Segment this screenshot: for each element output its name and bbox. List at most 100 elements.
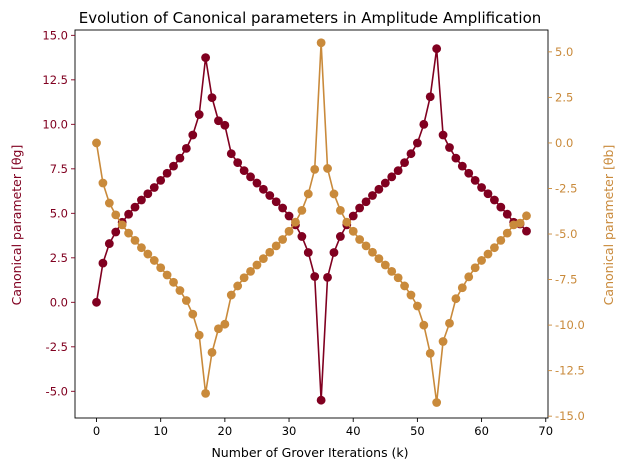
data-point-left <box>149 183 159 192</box>
chart-title: Evolution of Canonical parameters in Amp… <box>79 9 542 27</box>
data-point-right <box>117 220 127 230</box>
data-point-left <box>310 272 320 281</box>
data-point-left <box>393 166 403 176</box>
data-point-right <box>246 266 255 276</box>
data-point-left <box>316 395 326 405</box>
data-point-right <box>111 210 121 220</box>
data-point-left <box>348 211 358 221</box>
data-point-right <box>258 254 268 264</box>
y-left-tick-label: -2.5 <box>46 340 68 354</box>
data-point-left <box>457 161 467 171</box>
data-point-left <box>137 195 146 205</box>
data-point-right <box>201 389 211 398</box>
data-point-right <box>143 249 153 259</box>
data-point-left <box>169 161 178 171</box>
data-point-left <box>258 184 268 194</box>
data-point-left <box>477 183 486 192</box>
data-point-left <box>143 189 153 199</box>
y-left-tick-label: -5.0 <box>46 384 68 398</box>
data-point-left <box>496 202 506 212</box>
data-point-left <box>329 248 339 257</box>
data-point-left <box>278 203 288 213</box>
data-point-right <box>214 324 223 334</box>
data-point-right <box>522 211 531 221</box>
data-point-left <box>156 175 166 185</box>
data-point-right <box>323 164 332 173</box>
data-point-left <box>406 149 416 159</box>
x-tick-label: 40 <box>346 424 361 438</box>
data-point-right <box>393 273 403 283</box>
y-left-tick-label: 12.5 <box>42 73 68 87</box>
data-point-right <box>419 320 429 330</box>
data-point-right <box>464 272 474 282</box>
data-point-left <box>104 239 114 248</box>
data-point-left <box>470 175 480 185</box>
data-point-right <box>335 205 345 215</box>
data-point-right <box>451 294 461 304</box>
data-point-left <box>214 116 223 126</box>
data-point-right <box>374 254 384 264</box>
data-point-left <box>355 203 365 213</box>
data-point-right <box>310 164 320 174</box>
data-point-right <box>194 330 204 340</box>
data-point-left <box>92 297 101 307</box>
x-tick-label: 20 <box>218 424 233 438</box>
x-tick-label: 30 <box>282 424 297 438</box>
data-point-right <box>162 270 172 280</box>
data-point-right <box>515 218 525 228</box>
data-point-left <box>303 248 313 257</box>
data-point-left <box>188 130 198 140</box>
plot-frame <box>74 29 549 419</box>
data-point-right <box>502 228 512 238</box>
data-point-right <box>457 283 467 293</box>
data-point-left <box>246 172 255 182</box>
data-point-left <box>432 44 442 54</box>
data-point-right <box>278 235 288 244</box>
data-point-right <box>438 337 448 346</box>
data-point-left <box>490 195 499 205</box>
data-point-left <box>502 209 512 219</box>
y-right-tick-label: 2.5 <box>555 90 573 104</box>
y-left-tick-label: 15.0 <box>42 28 68 42</box>
data-point-right <box>137 243 146 253</box>
data-point-right <box>175 286 185 295</box>
data-point-left <box>445 143 454 152</box>
y-left-tick-label: 2.5 <box>50 251 68 265</box>
data-point-left <box>265 191 275 200</box>
data-point-right <box>470 263 480 273</box>
data-point-right <box>226 290 236 300</box>
y-axis-label-right: Canonical parameter [θb] <box>601 145 616 306</box>
data-point-right <box>483 249 493 259</box>
data-point-left <box>111 227 121 237</box>
y-right-tick-label: 5.0 <box>555 45 573 59</box>
x-tick-label: 0 <box>93 424 100 438</box>
data-point-right <box>156 263 166 273</box>
data-point-right <box>104 198 114 208</box>
data-point-right <box>98 178 108 188</box>
data-point-right <box>490 243 499 253</box>
y-axis-label-left: Canonical parameter [θg] <box>9 145 24 306</box>
data-point-right <box>425 348 435 358</box>
data-point-left <box>400 158 409 168</box>
y-left-tick-label: 10.0 <box>42 117 68 131</box>
data-point-right <box>432 398 442 407</box>
data-point-right <box>496 235 506 245</box>
data-point-left <box>438 130 448 140</box>
x-tick-label: 70 <box>538 424 553 438</box>
plot-layer <box>92 38 531 407</box>
data-point-left <box>220 120 230 130</box>
data-point-right <box>169 277 178 287</box>
y-right-tick-label: -12.5 <box>555 364 585 378</box>
data-point-right <box>233 281 243 291</box>
data-point-right <box>355 235 365 244</box>
y-right-tick-label: -15.0 <box>555 409 585 423</box>
data-point-right <box>220 319 230 329</box>
data-point-right <box>380 260 390 270</box>
data-point-left <box>207 93 217 103</box>
x-tick-label: 60 <box>474 424 489 438</box>
data-point-right <box>413 301 422 311</box>
data-point-right <box>271 241 281 251</box>
data-point-left <box>464 168 474 178</box>
